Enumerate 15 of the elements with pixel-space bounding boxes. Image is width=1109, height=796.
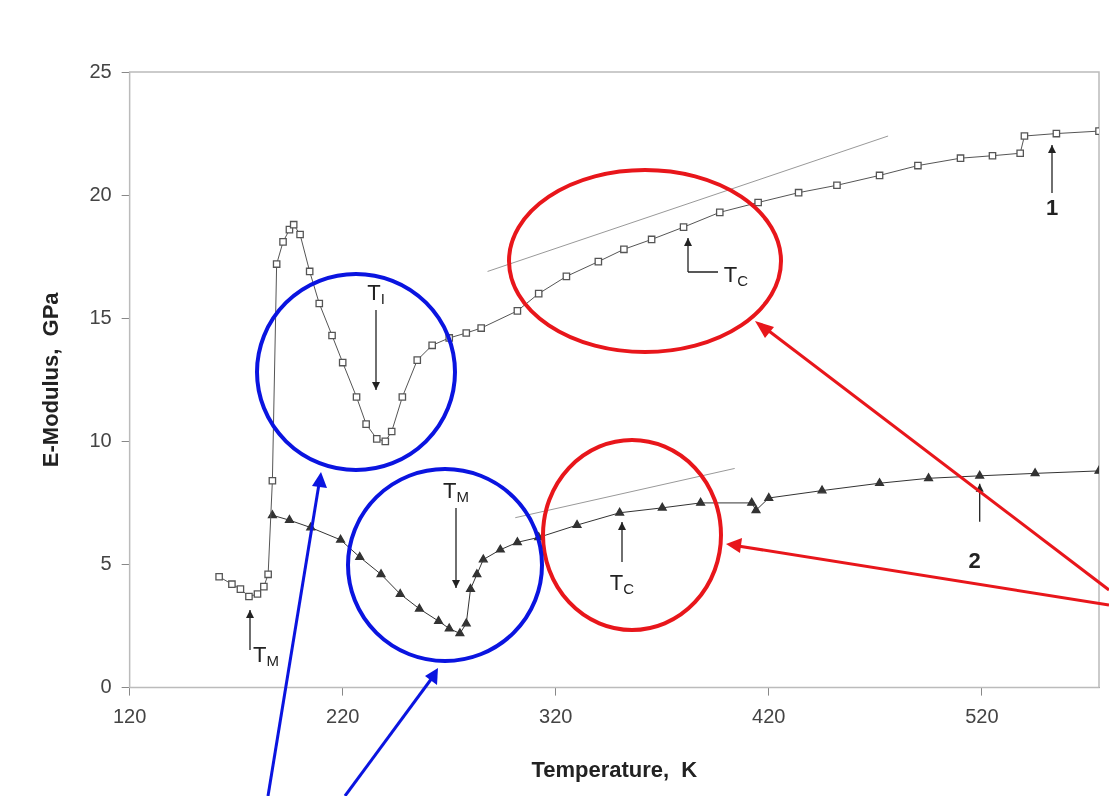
annotation: 1 <box>1045 195 1059 221</box>
x-tick-label: 120 <box>112 705 147 728</box>
x-tick-label: 320 <box>539 705 573 728</box>
y-tick-label: 0 <box>100 675 112 698</box>
y-tick-label: 20 <box>89 182 112 205</box>
y-tick-label: 10 <box>89 428 112 451</box>
x-tick-label: 220 <box>326 705 360 728</box>
x-tick-label: 420 <box>752 705 786 728</box>
annotation: 2 <box>968 547 981 573</box>
y-tick-label: 5 <box>100 552 112 574</box>
y-axis-title: E-Modulus, GPa <box>38 291 64 468</box>
y-tick-label: 25 <box>89 59 112 82</box>
x-axis-title: Temperature, K <box>531 756 698 782</box>
x-tick-label: 520 <box>965 705 999 728</box>
y-tick-label: 15 <box>89 305 112 328</box>
